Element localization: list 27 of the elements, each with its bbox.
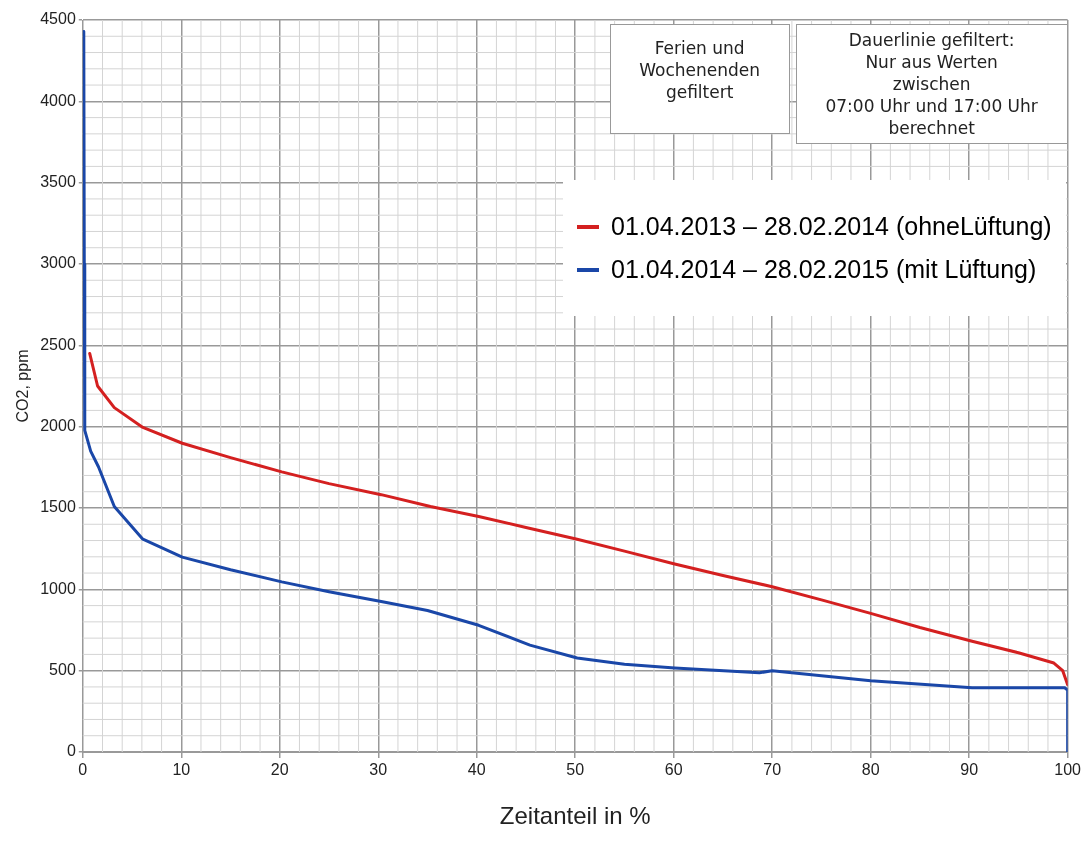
note-box: Dauerlinie gefiltert: Nur aus Werten zwischen 07:00 Uhr und 17:00 Uhr berechnet bbox=[795, 24, 1068, 144]
y-tick-label: 2000 bbox=[40, 417, 76, 435]
x-tick-label: 60 bbox=[664, 761, 683, 779]
x-tick-label: 70 bbox=[763, 761, 782, 779]
y-tick-label: 0 bbox=[66, 742, 76, 760]
y-axis-title: CO2, ppm bbox=[14, 349, 32, 423]
y-tick-label: 4500 bbox=[40, 10, 76, 28]
x-tick-label: 50 bbox=[566, 761, 585, 779]
y-tick-label: 4000 bbox=[40, 91, 76, 109]
legend-label: 01.04.2013 – 28.02.2014 (ohneLüftung) bbox=[610, 212, 1052, 241]
x-tick-label: 80 bbox=[861, 761, 880, 779]
x-tick-label: 10 bbox=[172, 761, 191, 779]
y-tick-label: 3000 bbox=[40, 254, 76, 272]
y-tick-label: 1500 bbox=[40, 498, 76, 516]
y-tick-label: 3500 bbox=[40, 173, 76, 191]
note-box: Ferien und Wochenenden gefiltert bbox=[609, 24, 790, 134]
x-tick-label: 90 bbox=[960, 761, 979, 779]
y-tick-label: 500 bbox=[49, 661, 76, 679]
x-tick-label: 30 bbox=[369, 761, 388, 779]
y-tick-label: 1000 bbox=[40, 579, 76, 597]
x-tick-label: 40 bbox=[467, 761, 486, 779]
x-tick-label: 20 bbox=[270, 761, 289, 779]
y-tick-label: 2500 bbox=[40, 335, 76, 353]
x-tick-label: 100 bbox=[1054, 761, 1082, 779]
x-axis-title: Zeitanteil in % bbox=[499, 802, 651, 830]
x-tick-label: 0 bbox=[78, 761, 88, 779]
legend-label: 01.04.2014 – 28.02.2015 (mit Lüftung) bbox=[610, 255, 1037, 284]
